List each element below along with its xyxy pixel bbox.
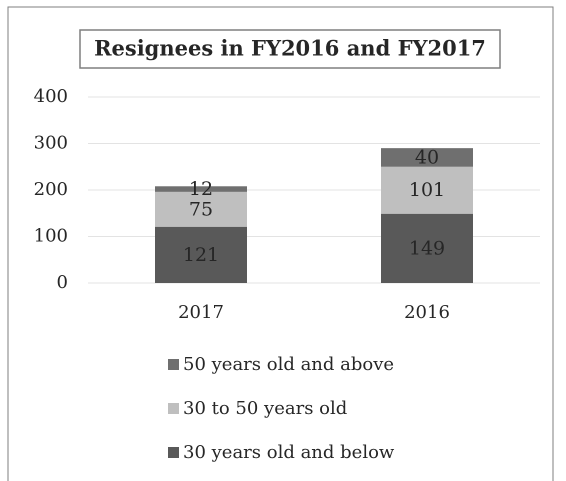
data-label: 101 — [409, 179, 445, 201]
y-tick-label: 0 — [57, 272, 68, 293]
bar-segment — [381, 213, 473, 283]
legend-label: 50 years old and above — [183, 354, 394, 375]
legend-swatch — [168, 447, 179, 458]
bar-segment — [155, 191, 247, 227]
legend-label: 30 years old and below — [183, 442, 395, 463]
legend-swatch — [168, 403, 179, 414]
bar-segment — [155, 186, 247, 192]
y-tick-label: 300 — [34, 133, 68, 154]
y-tick-label: 200 — [34, 179, 68, 200]
data-label: 75 — [189, 198, 213, 220]
bar-segment — [381, 148, 473, 167]
y-tick-label: 100 — [34, 226, 68, 247]
chart-frame — [7, 6, 554, 481]
x-tick-label: 2016 — [404, 302, 450, 323]
data-label: 12 — [189, 178, 213, 200]
data-label: 149 — [409, 237, 445, 259]
bar-segment — [155, 226, 247, 283]
chart-title: Resignees in FY2016 and FY2017 — [94, 36, 486, 61]
title-box — [79, 29, 501, 69]
y-tick-label: 400 — [34, 86, 68, 107]
data-label: 121 — [183, 244, 219, 266]
legend-label: 30 to 50 years old — [183, 398, 347, 419]
x-tick-label: 2017 — [178, 302, 224, 323]
bar-segment — [381, 166, 473, 214]
legend-swatch — [168, 359, 179, 370]
data-label: 40 — [415, 146, 439, 168]
